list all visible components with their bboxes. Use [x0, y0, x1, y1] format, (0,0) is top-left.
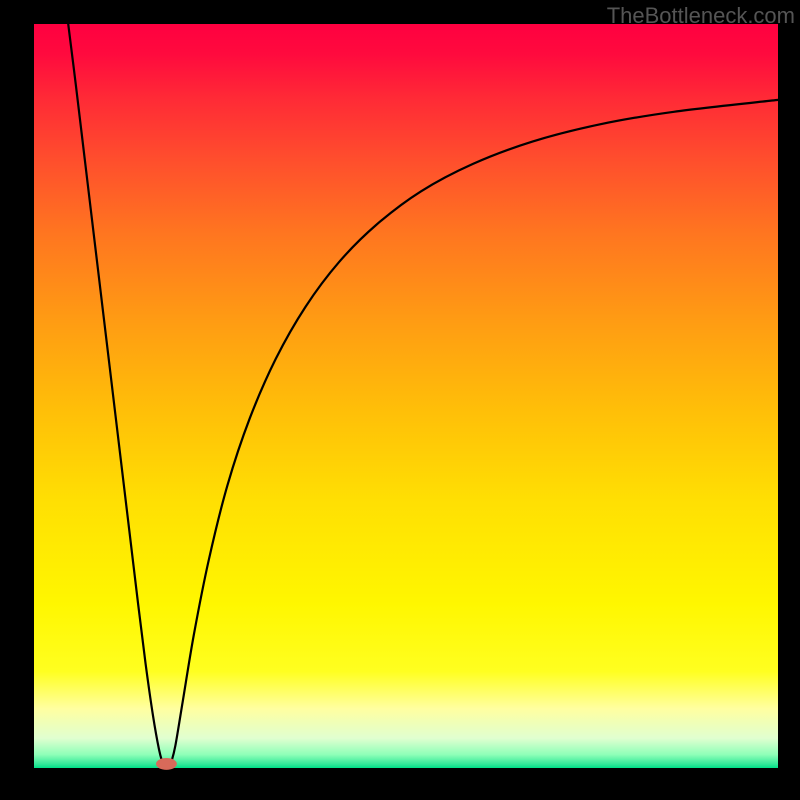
watermark-text: TheBottleneck.com: [607, 3, 795, 29]
bottleneck-chart: [0, 0, 800, 800]
optimum-marker: [156, 758, 177, 770]
chart-container: TheBottleneck.com: [0, 0, 800, 800]
